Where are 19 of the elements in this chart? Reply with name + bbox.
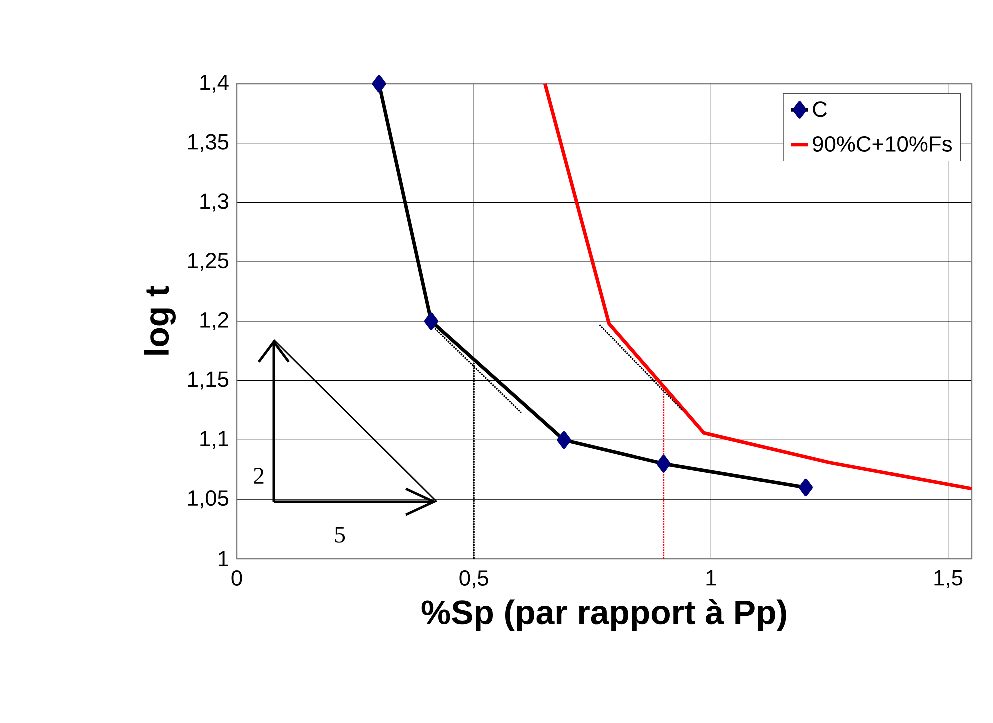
legend-label: C bbox=[813, 102, 828, 118]
y-tick-label: 1,2 bbox=[200, 312, 228, 331]
annotation: 2 bbox=[254, 468, 264, 484]
x-tick-label: 0,5 bbox=[460, 570, 488, 589]
x-tick-label: 1,5 bbox=[934, 570, 963, 588]
y-tick-label: 1,15 bbox=[188, 372, 229, 390]
y-tick-label: 1 bbox=[218, 551, 228, 567]
y-tick-label: 1,05 bbox=[188, 490, 229, 509]
x-tick-label: 1 bbox=[706, 570, 716, 586]
y-axis-title: log t bbox=[144, 286, 176, 355]
y-tick-label: 1,35 bbox=[188, 134, 229, 152]
annotation: 5 bbox=[335, 527, 346, 543]
legend-label: 90%C+10%Fs bbox=[813, 136, 952, 152]
y-tick-label: 1,25 bbox=[188, 253, 229, 272]
y-tick-label: 1,3 bbox=[200, 194, 229, 212]
x-axis-title: %Sp (par rapport à Pp) bbox=[422, 599, 786, 632]
x-tick-label: 0 bbox=[232, 570, 242, 586]
y-tick-label: 1,1 bbox=[200, 431, 228, 450]
y-tick-label: 1,4 bbox=[200, 75, 229, 93]
